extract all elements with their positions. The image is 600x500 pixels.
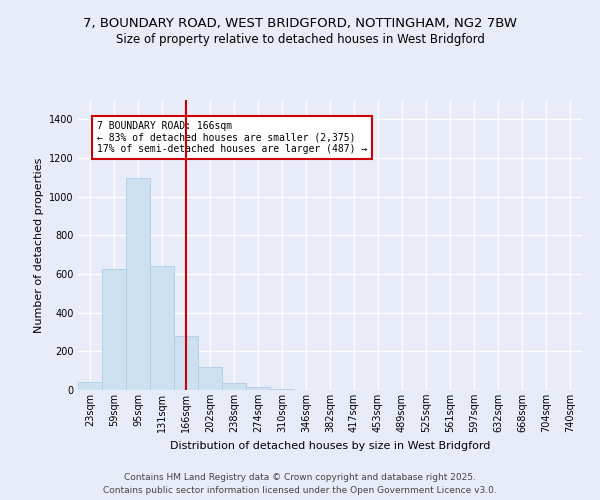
Text: 7, BOUNDARY ROAD, WEST BRIDGFORD, NOTTINGHAM, NG2 7BW: 7, BOUNDARY ROAD, WEST BRIDGFORD, NOTTIN… <box>83 18 517 30</box>
Bar <box>222 383 246 390</box>
Text: Size of property relative to detached houses in West Bridgford: Size of property relative to detached ho… <box>116 32 484 46</box>
Bar <box>102 269 126 390</box>
Y-axis label: Number of detached properties: Number of detached properties <box>34 158 44 332</box>
X-axis label: Distribution of detached houses by size in West Bridgford: Distribution of detached houses by size … <box>170 440 490 450</box>
Bar <box>174 336 198 390</box>
Bar <box>150 266 174 390</box>
Bar <box>270 389 294 390</box>
Text: Contains HM Land Registry data © Crown copyright and database right 2025.
Contai: Contains HM Land Registry data © Crown c… <box>103 474 497 495</box>
Bar <box>246 387 270 390</box>
Bar <box>78 382 102 390</box>
Bar <box>198 367 222 390</box>
Text: 7 BOUNDARY ROAD: 166sqm
← 83% of detached houses are smaller (2,375)
17% of semi: 7 BOUNDARY ROAD: 166sqm ← 83% of detache… <box>97 121 367 154</box>
Bar <box>126 178 150 390</box>
